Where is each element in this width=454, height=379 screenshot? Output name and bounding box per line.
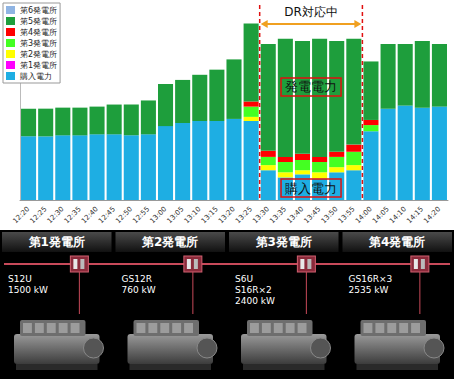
svg-text:14:20: 14:20: [422, 205, 442, 225]
svg-text:14:05: 14:05: [371, 205, 391, 225]
svg-text:13:25: 13:25: [234, 205, 254, 225]
svg-text:S6U: S6U: [235, 274, 253, 284]
svg-text:13:35: 13:35: [268, 205, 288, 225]
svg-text:S12U: S12U: [8, 274, 32, 284]
svg-text:12:55: 12:55: [131, 205, 151, 225]
svg-text:12:40: 12:40: [80, 205, 100, 225]
svg-text:第3発電所: 第3発電所: [20, 39, 57, 48]
svg-text:購入電力: 購入電力: [285, 181, 337, 196]
svg-text:12:50: 12:50: [114, 205, 134, 225]
svg-text:13:20: 13:20: [217, 205, 237, 225]
svg-text:12:45: 12:45: [97, 205, 117, 225]
svg-text:第4発電所: 第4発電所: [20, 28, 57, 37]
svg-text:2535 kW: 2535 kW: [349, 285, 389, 295]
svg-text:第4発電所: 第4発電所: [368, 235, 425, 249]
svg-text:14:10: 14:10: [388, 205, 408, 225]
svg-text:12:30: 12:30: [46, 205, 66, 225]
svg-text:GS12R: GS12R: [122, 274, 152, 284]
svg-text:GS16R×3: GS16R×3: [349, 274, 393, 284]
svg-text:1500 kW: 1500 kW: [8, 285, 48, 295]
svg-text:第3発電所: 第3発電所: [255, 235, 312, 249]
svg-text:第6発電所: 第6発電所: [20, 6, 57, 15]
svg-text:発電電力: 発電電力: [285, 79, 337, 94]
svg-text:13:00: 13:00: [148, 205, 168, 225]
svg-text:S16R×2: S16R×2: [235, 285, 272, 295]
svg-text:DR対応中: DR対応中: [284, 5, 338, 19]
svg-text:13:40: 13:40: [285, 205, 305, 225]
svg-text:12:35: 12:35: [63, 205, 83, 225]
svg-text:13:15: 13:15: [200, 205, 220, 225]
svg-text:第2発電所: 第2発電所: [141, 235, 198, 249]
svg-text:12:20: 12:20: [11, 205, 31, 225]
svg-text:14:00: 14:00: [354, 205, 374, 225]
svg-text:14:15: 14:15: [405, 205, 425, 225]
svg-text:13:55: 13:55: [337, 205, 357, 225]
svg-text:13:05: 13:05: [166, 205, 186, 225]
svg-text:第2発電所: 第2発電所: [20, 50, 57, 59]
svg-text:購入電力: 購入電力: [20, 72, 52, 81]
svg-text:13:45: 13:45: [303, 205, 323, 225]
svg-text:760 kW: 760 kW: [122, 285, 156, 295]
svg-text:13:10: 13:10: [183, 205, 203, 225]
svg-text:13:30: 13:30: [251, 205, 271, 225]
svg-text:第1発電所: 第1発電所: [28, 235, 85, 249]
svg-text:12:25: 12:25: [29, 205, 49, 225]
svg-text:13:50: 13:50: [320, 205, 340, 225]
svg-text:第5発電所: 第5発電所: [20, 17, 57, 26]
svg-text:2400 kW: 2400 kW: [235, 296, 275, 306]
svg-text:第1発電所: 第1発電所: [20, 61, 57, 70]
